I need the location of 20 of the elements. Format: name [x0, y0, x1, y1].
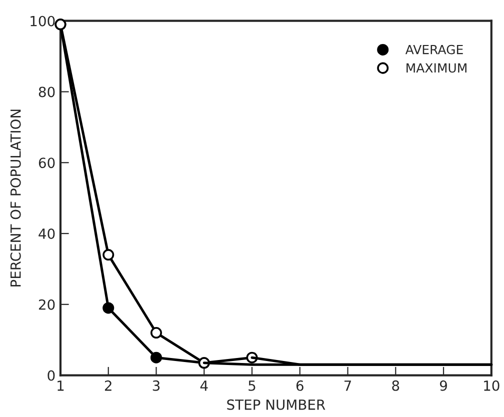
x-tick-label: 2	[104, 380, 112, 391]
x-tick-label: 10	[484, 380, 500, 391]
legend-label: MAXIMUM	[406, 63, 466, 73]
x-tick-label: 1	[58, 380, 64, 391]
y-tick-label: 40	[38, 228, 55, 239]
x-tick-label: 3	[152, 380, 160, 391]
y-axis-title: PERCENT OF POPULATION	[10, 110, 21, 286]
y-tick-label: 60	[38, 158, 55, 168]
y-tick-label: 80	[38, 86, 55, 98]
legend-label: AVERAGE	[405, 44, 463, 54]
x-tick-label: 6	[296, 380, 304, 391]
y-tick-label: 20	[38, 299, 55, 310]
x-tick-label: 9	[440, 380, 447, 391]
y-tick-label: 100	[30, 16, 55, 26]
x-tick-label: 8	[392, 380, 400, 391]
x-tick-label: 4	[200, 380, 208, 391]
x-axis-title: STEP NUMBER	[227, 399, 326, 410]
y-tick-label: 0	[48, 370, 55, 381]
x-tick-label: 5	[248, 380, 256, 391]
x-tick-label: 7	[344, 380, 351, 391]
